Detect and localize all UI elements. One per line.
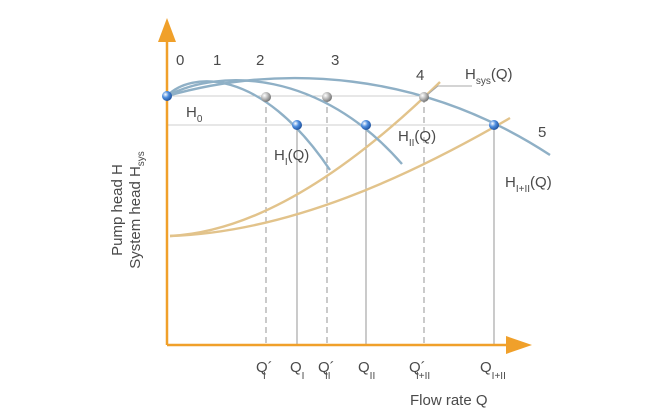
x-axis-label: Flow rate Q — [410, 392, 488, 409]
x-tick-q-i: QI — [290, 359, 304, 382]
system-curve-flat — [169, 116, 511, 238]
x-tick-labels: Q´ I QI Q´ II QII Q´ I+II QI+II — [256, 359, 506, 382]
point-number-0: 0 — [176, 52, 184, 69]
hi-label: HI(Q) — [274, 147, 309, 168]
hsys-leader-line — [425, 85, 472, 97]
x-tick-q-prime-ii: Q´ II — [318, 359, 335, 382]
x-axis-arrow — [506, 336, 532, 354]
pump-curve-1 — [166, 80, 331, 171]
point-numbers: 0 1 2 3 4 5 — [176, 52, 546, 141]
pump-curve-combined — [166, 76, 551, 157]
operating-points — [162, 91, 499, 130]
point-4-gray — [419, 92, 429, 102]
point-qii — [361, 120, 371, 130]
point-number-5: 5 — [538, 124, 546, 141]
point-number-1: 1 — [213, 52, 221, 69]
y-axis-arrow — [158, 18, 176, 42]
x-tick-q-ii: QII — [358, 359, 375, 382]
point-number-3: 3 — [331, 52, 339, 69]
point-3-gray — [322, 92, 332, 102]
y-axis-label-line1: Pump head H — [109, 164, 126, 256]
point-qi — [292, 120, 302, 130]
hii-label: HII(Q) — [398, 128, 436, 149]
point-qiii — [489, 120, 499, 130]
axes — [158, 18, 532, 354]
hiii-label: HI+II(Q) — [505, 174, 552, 195]
system-curve-steep — [169, 81, 441, 238]
x-tick-q-i-ii: QI+II — [480, 359, 506, 382]
x-tick-q-prime-i-ii: Q´ I+II — [409, 359, 430, 382]
point-number-2: 2 — [256, 52, 264, 69]
pump-curve-2 — [166, 79, 403, 165]
point-h0 — [162, 91, 172, 101]
point-number-4: 4 — [416, 67, 424, 84]
y-axis-label-line2: System head Hsys — [127, 151, 147, 269]
hsys-label: Hsys(Q) — [465, 66, 513, 87]
h0-label: H0 — [186, 104, 203, 125]
vertical-guides — [265, 97, 495, 345]
y-axis-label: Pump head H System head Hsys — [109, 151, 147, 269]
point-2-gray — [261, 92, 271, 102]
x-tick-q-prime-i: Q´ I — [256, 359, 273, 382]
